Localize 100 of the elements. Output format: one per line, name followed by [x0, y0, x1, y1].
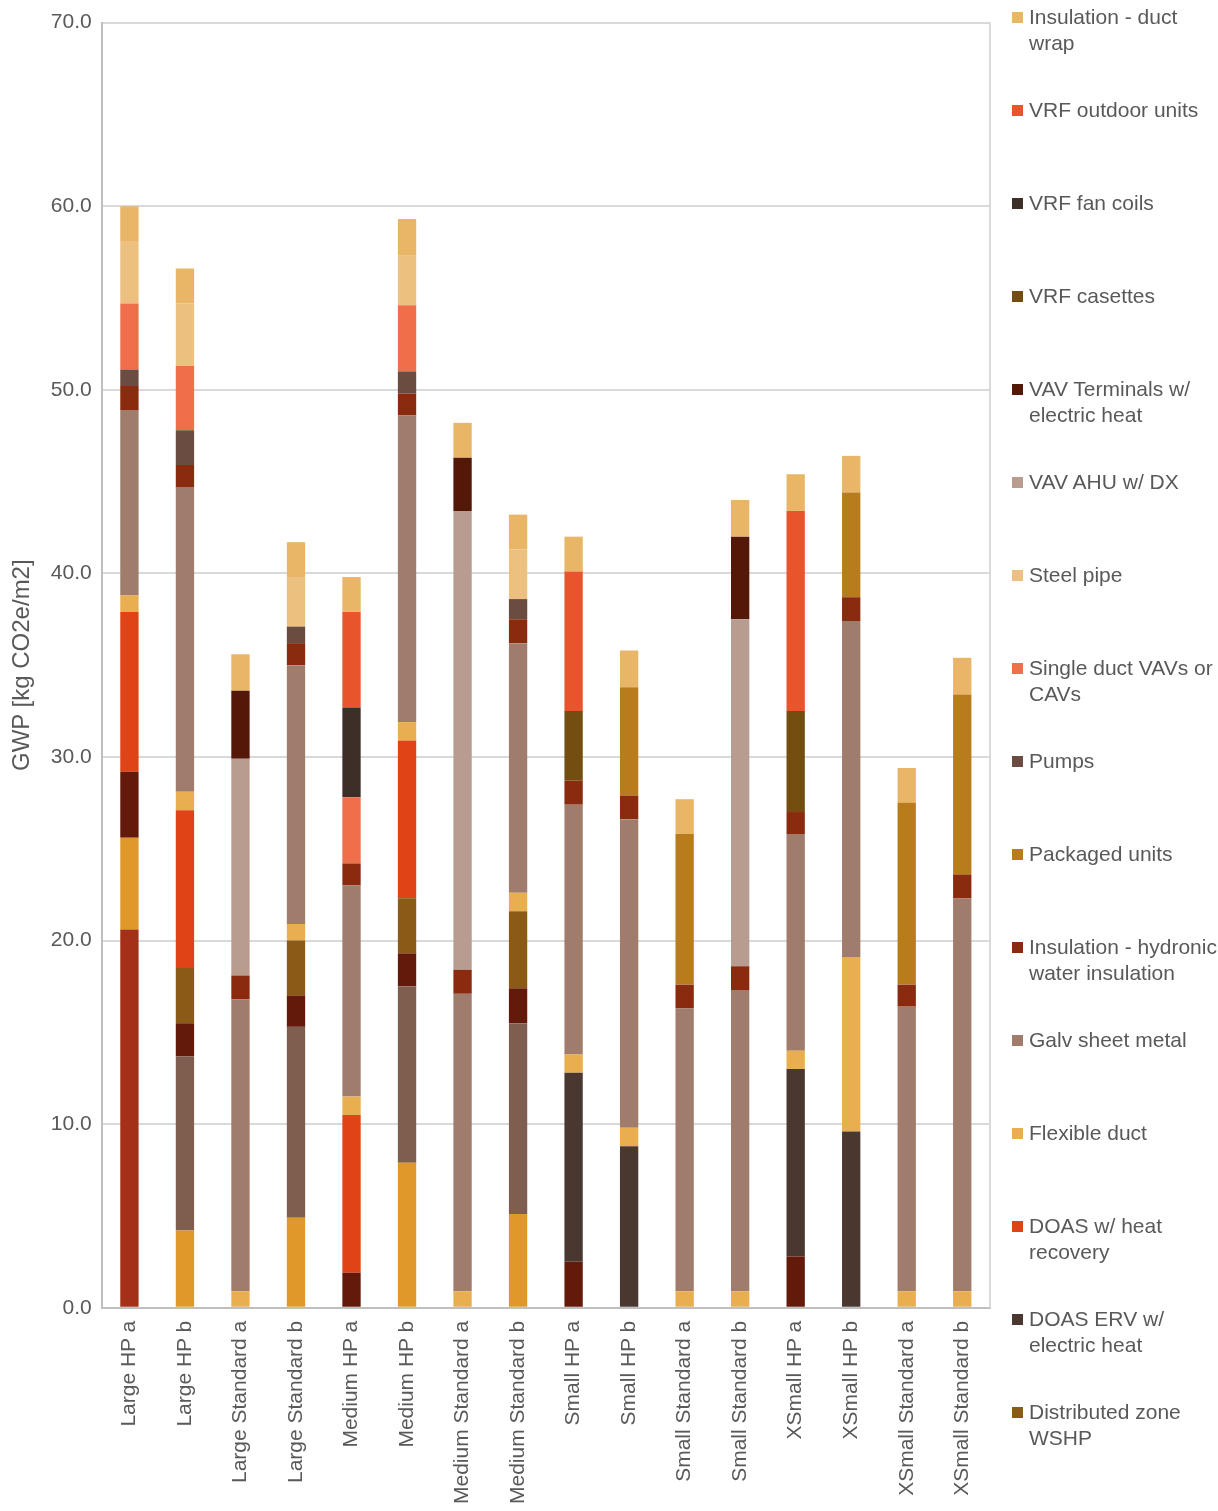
legend-label: VRF outdoor units — [1029, 97, 1199, 123]
bar — [120, 837, 139, 930]
y-tick-label: 20.0 — [50, 927, 92, 951]
bar — [842, 957, 861, 1132]
bar — [619, 1127, 639, 1147]
bar — [619, 1146, 639, 1307]
bar — [842, 1131, 861, 1307]
bar — [397, 415, 417, 723]
bar — [342, 885, 361, 1097]
bar — [397, 740, 417, 899]
bar — [397, 898, 417, 954]
bar — [397, 255, 417, 306]
y-tick-label: 10.0 — [50, 1110, 92, 1134]
bar — [120, 595, 139, 612]
bar — [175, 1230, 195, 1307]
x-tick-label: Large Standard a — [227, 1320, 251, 1484]
bar — [342, 1114, 361, 1273]
bar — [953, 1291, 972, 1307]
bar — [286, 1217, 306, 1307]
bar — [286, 643, 306, 666]
bar — [120, 303, 139, 370]
bar — [286, 940, 306, 996]
x-tick-label: Large HP a — [116, 1320, 140, 1427]
x-tick-label: Medium HP b — [393, 1320, 417, 1448]
bar — [286, 665, 306, 925]
legend-label: Pumps — [1029, 748, 1095, 774]
bar — [897, 767, 916, 803]
bar — [342, 707, 361, 798]
legend-label: Flexible duct — [1029, 1120, 1147, 1146]
bar — [120, 611, 139, 772]
bar — [120, 241, 139, 304]
bar — [564, 1261, 583, 1307]
bar — [953, 657, 972, 695]
bar — [508, 1214, 528, 1307]
bar — [953, 694, 972, 875]
x-tick-label: XSmall HP a — [782, 1320, 806, 1440]
bar — [897, 802, 916, 985]
bar — [286, 542, 306, 578]
bar — [731, 966, 750, 991]
bar — [508, 549, 528, 600]
y-tick-label: 60.0 — [50, 192, 92, 216]
x-tick-label: Large Standard b — [282, 1320, 306, 1484]
x-tick-label: Large HP b — [171, 1320, 195, 1427]
bar — [175, 268, 195, 304]
bar — [786, 812, 805, 835]
bar — [120, 771, 139, 838]
y-tick-label: 50.0 — [50, 376, 92, 400]
bar — [175, 1023, 195, 1057]
bar — [786, 474, 805, 511]
bar — [231, 1291, 250, 1307]
bar — [731, 619, 750, 967]
bar — [731, 499, 750, 537]
x-tick-label: Medium Standard a — [449, 1320, 473, 1505]
bar — [453, 1291, 472, 1307]
bar — [564, 804, 583, 1055]
bar — [397, 393, 417, 416]
legend-label: VAV Terminals w/ electric heat — [1029, 376, 1192, 428]
bar — [508, 892, 528, 912]
bar — [842, 492, 861, 598]
bar — [175, 465, 195, 488]
bar — [508, 599, 528, 620]
bar — [120, 409, 139, 596]
bar — [508, 988, 528, 1024]
bar — [397, 722, 417, 741]
bar — [120, 386, 139, 410]
y-tick-label: 40.0 — [50, 560, 92, 584]
y-tick-label: 70.0 — [50, 9, 92, 33]
bar — [508, 514, 528, 550]
bar — [619, 650, 639, 688]
bar — [786, 510, 805, 712]
x-tick-label: XSmall Standard b — [949, 1320, 973, 1496]
legend-label: Single duct VAVs or CAVs — [1029, 655, 1214, 707]
bar — [786, 711, 805, 813]
bar — [731, 536, 750, 620]
bar — [175, 810, 195, 969]
bar — [564, 1072, 583, 1262]
bar — [675, 834, 694, 985]
bar — [453, 457, 472, 511]
legend-label: Galv sheet metal — [1029, 1027, 1187, 1053]
bar — [120, 929, 139, 1307]
bar — [897, 1291, 916, 1307]
legend-label: Packaged units — [1029, 841, 1173, 867]
bar — [175, 365, 195, 431]
legend-label: Distributed zone WSHP — [1029, 1399, 1182, 1451]
bar — [564, 711, 583, 781]
bar — [286, 577, 306, 627]
bar — [675, 799, 694, 835]
x-tick-label: XSmall Standard a — [893, 1320, 917, 1496]
bar — [453, 422, 472, 458]
bar — [453, 969, 472, 994]
bar — [397, 1162, 417, 1307]
bar — [619, 795, 639, 820]
bar — [564, 536, 583, 572]
bar — [897, 984, 916, 1007]
bar — [342, 797, 361, 864]
legend-label: VAV AHU w/ DX — [1029, 469, 1179, 495]
x-tick-label: Medium Standard b — [504, 1320, 528, 1505]
bar — [231, 999, 250, 1292]
bar — [175, 968, 195, 1024]
legend-label: DOAS w/ heat recovery — [1029, 1213, 1164, 1265]
